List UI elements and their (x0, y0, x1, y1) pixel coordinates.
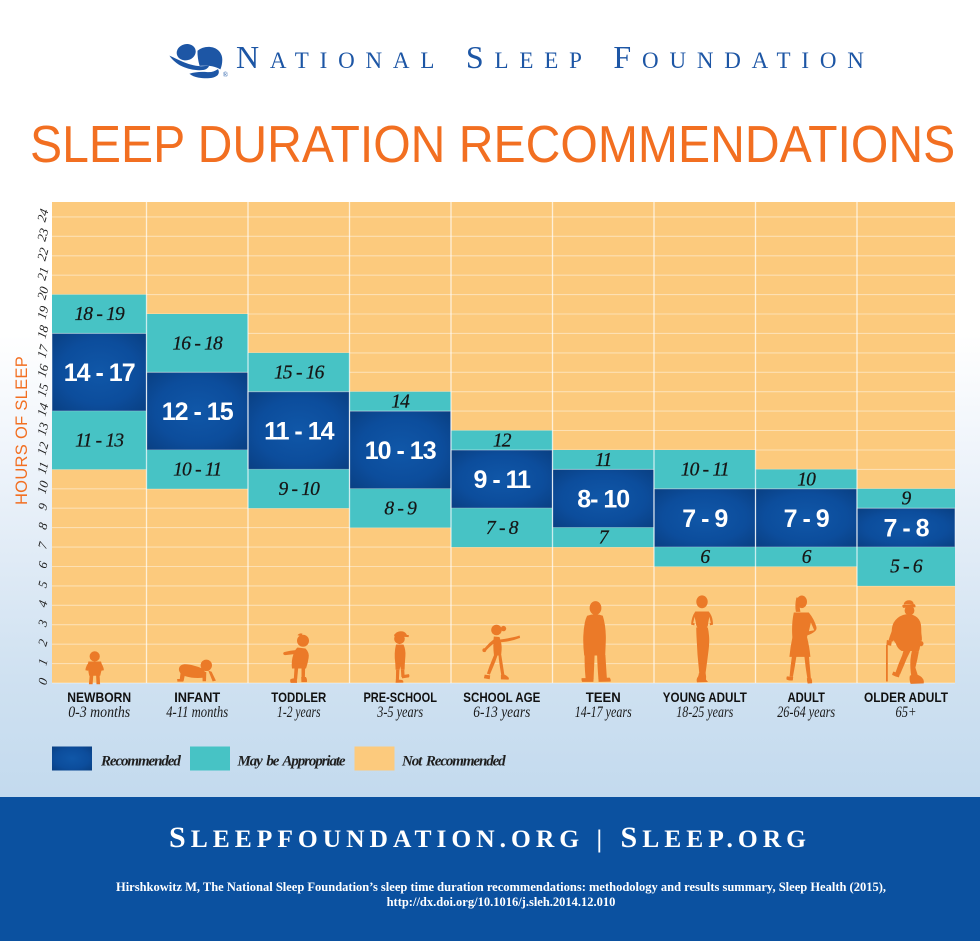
svg-text:8- 10: 8- 10 (577, 485, 629, 513)
svg-text:9: 9 (902, 489, 912, 510)
svg-text:15: 15 (35, 382, 52, 399)
svg-text:14 - 17: 14 - 17 (64, 359, 135, 387)
svg-text:7 - 9: 7 - 9 (784, 505, 829, 533)
svg-text:6: 6 (802, 547, 812, 568)
svg-text:May be Appropriate: May be Appropriate (237, 754, 346, 770)
svg-text:INFANT: INFANT (174, 690, 221, 705)
svg-text:3-5 years: 3-5 years (376, 704, 423, 721)
svg-text:24: 24 (35, 207, 52, 224)
svg-text:18-25 years: 18-25 years (676, 704, 733, 721)
svg-text:13: 13 (35, 421, 52, 437)
svg-text:8 - 9: 8 - 9 (384, 498, 417, 519)
svg-text:6: 6 (35, 559, 50, 570)
svg-text:7 - 8: 7 - 8 (486, 518, 519, 539)
svg-text:14: 14 (391, 392, 410, 413)
svg-text:9 - 11: 9 - 11 (474, 466, 532, 494)
svg-text:5: 5 (35, 579, 50, 590)
svg-text:15 - 16: 15 - 16 (274, 363, 325, 384)
svg-text:10 - 11: 10 - 11 (681, 460, 729, 481)
svg-text:14: 14 (35, 401, 52, 418)
svg-text:12: 12 (35, 440, 52, 457)
svg-text:9 - 10: 9 - 10 (278, 479, 320, 500)
svg-text:17: 17 (35, 343, 52, 360)
svg-text:11 - 13: 11 - 13 (75, 430, 124, 451)
svg-text:22: 22 (35, 246, 52, 263)
svg-text:6: 6 (700, 547, 710, 568)
svg-text:8: 8 (35, 521, 50, 532)
svg-text:NEWBORN: NEWBORN (67, 690, 131, 705)
svg-text:TEEN: TEEN (586, 690, 621, 705)
svg-text:11 - 14: 11 - 14 (264, 417, 335, 445)
svg-text:19: 19 (35, 304, 52, 321)
svg-text:65+: 65+ (896, 704, 917, 721)
svg-text:10: 10 (35, 479, 52, 496)
svg-text:HOURS OF SLEEP: HOURS OF SLEEP (13, 356, 31, 505)
svg-text:®: ® (223, 71, 229, 79)
svg-text:10: 10 (797, 469, 816, 490)
svg-text:0-3 months: 0-3 months (68, 704, 130, 721)
svg-text:9: 9 (35, 501, 50, 512)
svg-text:10 - 11: 10 - 11 (173, 460, 221, 481)
svg-text:7: 7 (35, 540, 50, 551)
svg-text:PRE-SCHOOL: PRE-SCHOOL (363, 690, 437, 705)
svg-text:23: 23 (35, 227, 52, 243)
svg-text:TODDLER: TODDLER (271, 690, 326, 705)
svg-text:SCHOOL AGE: SCHOOL AGE (463, 690, 540, 705)
svg-text:12: 12 (493, 430, 512, 451)
svg-text:7 - 8: 7 - 8 (883, 514, 929, 542)
svg-text:Recommended: Recommended (100, 754, 181, 770)
svg-text:4-11 months: 4-11 months (166, 704, 228, 721)
svg-text:16 - 18: 16 - 18 (172, 333, 223, 354)
svg-text:14-17 years: 14-17 years (575, 704, 632, 721)
svg-text:10 - 13: 10 - 13 (365, 437, 436, 465)
svg-text:20: 20 (35, 284, 52, 301)
svg-text:11: 11 (35, 460, 52, 475)
svg-text:16: 16 (35, 362, 52, 379)
svg-text:2: 2 (35, 637, 50, 648)
svg-text:Not Recommended: Not Recommended (401, 754, 506, 770)
svg-text:3: 3 (35, 618, 50, 629)
svg-text:26-64 years: 26-64 years (777, 704, 835, 721)
svg-text:21: 21 (35, 266, 52, 282)
svg-text:11: 11 (595, 450, 611, 471)
svg-text:5 - 6: 5 - 6 (890, 557, 923, 578)
svg-text:7 - 9: 7 - 9 (682, 505, 727, 533)
svg-text:1: 1 (35, 657, 50, 667)
svg-text:4: 4 (35, 598, 50, 609)
svg-text:ADULT: ADULT (787, 690, 825, 705)
svg-text:7: 7 (599, 528, 610, 549)
svg-text:6-13 years: 6-13 years (473, 704, 530, 721)
svg-text:1-2 years: 1-2 years (277, 704, 321, 721)
svg-text:YOUNG ADULT: YOUNG ADULT (663, 690, 747, 705)
svg-text:18 - 19: 18 - 19 (74, 304, 125, 325)
svg-text:18: 18 (35, 323, 52, 340)
svg-text:OLDER ADULT: OLDER ADULT (864, 690, 948, 705)
svg-text:0: 0 (35, 676, 50, 687)
svg-text:12 - 15: 12 - 15 (162, 398, 234, 426)
